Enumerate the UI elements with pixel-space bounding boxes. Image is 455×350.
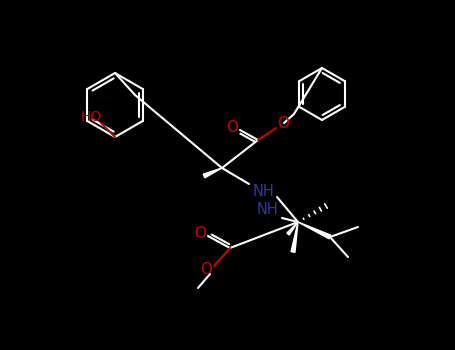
Text: O: O <box>277 116 289 131</box>
Text: NH: NH <box>257 203 279 217</box>
Text: NH: NH <box>252 184 274 200</box>
Polygon shape <box>203 168 222 178</box>
Text: HO: HO <box>81 110 101 124</box>
Polygon shape <box>287 222 298 235</box>
Polygon shape <box>298 222 331 239</box>
Text: O: O <box>226 120 238 135</box>
Polygon shape <box>291 222 298 252</box>
Text: O: O <box>194 225 206 240</box>
Text: O: O <box>200 262 212 278</box>
